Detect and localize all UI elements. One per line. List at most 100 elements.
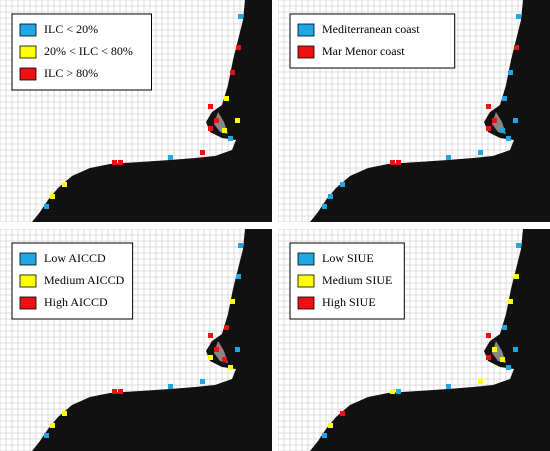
coast-cell — [200, 379, 205, 384]
legend-label: High AICCD — [44, 295, 108, 309]
coast-cell — [486, 126, 491, 131]
coast-cell — [328, 194, 333, 199]
legend-label: Low AICCD — [44, 251, 106, 265]
coast-cell — [502, 325, 507, 330]
coast-cell — [238, 14, 243, 19]
coast-cell — [208, 104, 213, 109]
coast-cell — [500, 128, 505, 133]
coast-cell — [208, 355, 213, 360]
coast-cell — [513, 347, 518, 352]
legend-swatch — [19, 45, 37, 59]
coast-cell — [222, 128, 227, 133]
coast-cell — [230, 70, 235, 75]
coast-cell — [62, 411, 67, 416]
coast-cell — [214, 118, 219, 123]
legend-label: Low SIUE — [322, 251, 374, 265]
coast-cell — [486, 104, 491, 109]
coast-cell — [118, 389, 123, 394]
legend-swatch — [19, 67, 37, 81]
coast-cell — [222, 357, 227, 362]
map-panel: Low AICCD Medium AICCD High AICCD — [0, 229, 272, 451]
coast-cell — [200, 150, 205, 155]
coast-cell — [502, 96, 507, 101]
coast-cell — [118, 160, 123, 165]
coast-cell — [44, 204, 49, 209]
coast-cell — [508, 70, 513, 75]
coast-cell — [235, 347, 240, 352]
legend-label: ILC > 80% — [44, 66, 98, 80]
legend-swatch — [19, 296, 37, 310]
map-panel: Mediterranean coast Mar Menor coast — [278, 0, 550, 222]
coast-cell — [224, 325, 229, 330]
coast-cell — [168, 384, 173, 389]
land — [32, 0, 272, 222]
coast-cell — [446, 155, 451, 160]
coast-cell — [112, 160, 117, 165]
coast-cell — [478, 379, 483, 384]
coast-cell — [224, 96, 229, 101]
coast-cell — [516, 14, 521, 19]
coast-cell — [486, 333, 491, 338]
coast-cell — [516, 243, 521, 248]
coast-cell — [506, 365, 511, 370]
coast-cell — [235, 118, 240, 123]
coast-cell — [492, 347, 497, 352]
coast-cell — [322, 433, 327, 438]
legend-label: 20% < ILC < 80% — [44, 44, 133, 58]
coast-cell — [50, 194, 55, 199]
map-panel: ILC < 20% 20% < ILC < 80% ILC > 80% — [0, 0, 272, 222]
coast-cell — [214, 347, 219, 352]
coast-cell — [238, 243, 243, 248]
coast-cell — [514, 274, 519, 279]
coast-cell — [322, 204, 327, 209]
legend-label: Mar Menor coast — [322, 44, 405, 58]
coast-cell — [390, 389, 395, 394]
legend-swatch — [19, 252, 37, 266]
legend-label: ILC < 20% — [44, 22, 98, 36]
legend-swatch — [19, 23, 37, 37]
legend-swatch — [297, 274, 315, 288]
legend-swatch — [19, 274, 37, 288]
coast-cell — [446, 384, 451, 389]
coast-cell — [228, 365, 233, 370]
legend-swatch — [297, 23, 315, 37]
legend-label: High SIUE — [322, 295, 376, 309]
legend-swatch — [297, 296, 315, 310]
coast-cell — [492, 118, 497, 123]
land — [310, 0, 550, 222]
coast-cell — [396, 389, 401, 394]
legend-label: Medium SIUE — [322, 273, 392, 287]
coast-cell — [236, 45, 241, 50]
legend-swatch — [297, 252, 315, 266]
legend-box — [289, 13, 456, 69]
coast-cell — [236, 274, 241, 279]
coast-cell — [50, 423, 55, 428]
coast-cell — [328, 423, 333, 428]
coast-cell — [340, 182, 345, 187]
coast-cell — [340, 411, 345, 416]
map-panel: Low SIUE Medium SIUE High SIUE — [278, 229, 550, 451]
legend-label: Medium AICCD — [44, 273, 125, 287]
coast-cell — [208, 126, 213, 131]
coast-cell — [230, 299, 235, 304]
coast-cell — [486, 355, 491, 360]
coast-cell — [112, 389, 117, 394]
coast-cell — [44, 433, 49, 438]
coast-cell — [500, 357, 505, 362]
coast-cell — [514, 45, 519, 50]
legend-label: Mediterranean coast — [322, 22, 420, 36]
coast-cell — [513, 118, 518, 123]
coast-cell — [390, 160, 395, 165]
coast-cell — [228, 136, 233, 141]
coast-cell — [478, 150, 483, 155]
legend-swatch — [297, 45, 315, 59]
coast-cell — [208, 333, 213, 338]
coast-cell — [508, 299, 513, 304]
coast-cell — [506, 136, 511, 141]
coast-cell — [396, 160, 401, 165]
coast-cell — [62, 182, 67, 187]
land — [310, 229, 550, 451]
coast-cell — [168, 155, 173, 160]
land — [32, 229, 272, 451]
